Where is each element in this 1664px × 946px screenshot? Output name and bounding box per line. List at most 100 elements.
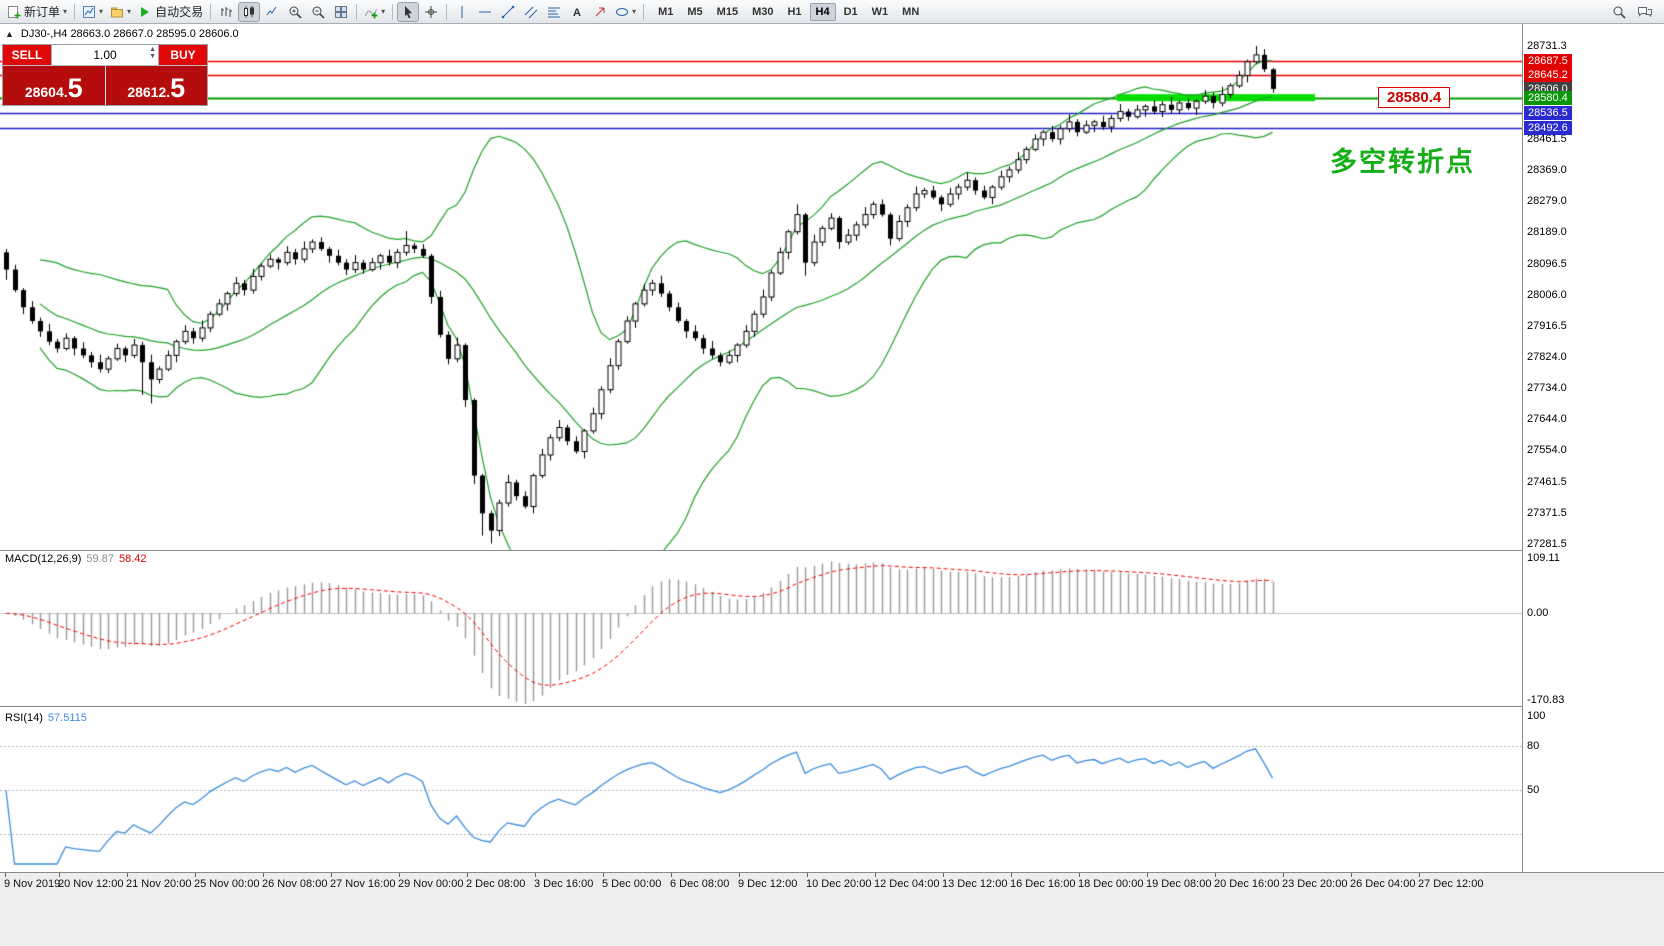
volume-stepper[interactable]: ▲ ▼ (149, 46, 156, 60)
timeframe-m15-button[interactable]: M15 (716, 5, 739, 18)
time-axis-tick (671, 873, 672, 877)
price-chart-canvas[interactable] (0, 24, 1522, 872)
time-axis-tick (399, 873, 400, 877)
turning-point-note: 多空转折点 (1330, 147, 1475, 177)
shapes-button[interactable]: ▾ (612, 2, 639, 22)
timeframe-m1-button[interactable]: M1 (658, 5, 674, 18)
timeframe-h1-button[interactable]: H1 (787, 5, 802, 18)
timeframe-toolbar: M1 M5 M15 M30 H1 H4 D1 W1 MN (652, 2, 925, 21)
time-axis-tick (739, 873, 740, 877)
time-axis-label: 26 Nov 08:00 (262, 878, 328, 890)
trendline-tool-button[interactable] (497, 2, 519, 22)
price-axis-label: 27644.0 (1527, 413, 1567, 426)
timeframe-h4-button[interactable]: H4 (809, 2, 836, 21)
price-axis-label: 28189.0 (1527, 226, 1567, 239)
zoom-out-button[interactable] (307, 2, 329, 22)
line-chart-button[interactable] (261, 2, 283, 22)
indicators-button[interactable]: ▾ (361, 2, 388, 22)
macd-indicator-label: MACD(12,26,9) 59.87 58.42 (5, 553, 146, 565)
timeframe-m5-button[interactable]: M5 (687, 5, 703, 18)
text-tool-button[interactable]: A (566, 2, 588, 22)
price-level-tag: 28492.6 (1524, 120, 1572, 135)
price-axis-label: 27461.5 (1527, 475, 1567, 488)
price-level-tag: 28687.5 (1524, 53, 1572, 68)
time-axis[interactable]: 9 Nov 2019 20 Nov 12:00 21 Nov 20:00 25 Nov… (0, 872, 1664, 946)
horizontal-line-tool-button[interactable] (474, 2, 496, 22)
toolbar-separator (210, 3, 212, 20)
crosshair-icon (424, 5, 438, 19)
price-level-tag: 28645.2 (1524, 68, 1572, 83)
sell-price-big: 5 (67, 73, 83, 103)
buy-button[interactable]: BUY (159, 45, 207, 65)
price-axis-label: 27281.5 (1527, 537, 1567, 550)
arrow-object-icon (593, 5, 607, 19)
new-order-label: 新订单 (24, 5, 61, 19)
time-axis-tick (1283, 873, 1284, 877)
spin-up-icon[interactable]: ▲ (149, 46, 156, 53)
trade-panel-price-row: 28604. 5 28612. 5 (3, 66, 207, 105)
fibonacci-tool-button[interactable] (543, 2, 565, 22)
time-axis-label: 9 Dec 12:00 (738, 878, 798, 890)
search-button[interactable] (1608, 2, 1630, 22)
price-level-flag[interactable]: 28580.4 (1378, 87, 1451, 108)
crosshair-tool-button[interactable] (420, 2, 442, 22)
rsi-axis-label: 50 (1527, 784, 1540, 796)
timeframe-w1-button[interactable]: W1 (871, 5, 889, 18)
autotrading-label: 自动交易 (155, 5, 204, 19)
price-axis-label: 28731.3 (1527, 39, 1567, 52)
new-chart-button[interactable]: ▾ (79, 2, 106, 22)
shapes-ellipse-icon (615, 5, 629, 19)
macd-axis-label: -170.83 (1527, 694, 1565, 706)
profiles-button[interactable]: ▾ (107, 2, 134, 22)
bar-chart-button[interactable] (215, 2, 237, 22)
toolbar-separator (74, 3, 76, 20)
zoom-in-button[interactable] (284, 2, 306, 22)
time-axis-label: 16 Dec 16:00 (1010, 878, 1076, 890)
chevron-down-icon: ▾ (632, 6, 637, 16)
cursor-icon (401, 5, 415, 19)
time-axis-tick (1079, 873, 1080, 877)
vertical-line-icon (455, 5, 469, 19)
rsi-panel-separator[interactable] (0, 706, 1664, 707)
new-order-button[interactable]: 新订单 ▾ (4, 2, 70, 22)
chevron-down-icon: ▾ (63, 6, 68, 16)
sell-price-button[interactable]: 28604. 5 (3, 66, 105, 105)
time-axis-label: 5 Dec 00:00 (602, 878, 662, 890)
time-axis-label: 9 Nov 2019 (4, 878, 61, 890)
time-axis-tick (1351, 873, 1352, 877)
macd-name: MACD(12,26,9) (5, 553, 82, 565)
time-axis-label: 2 Dec 08:00 (466, 878, 526, 890)
trade-panel-top-row: SELL 1.00 ▲ ▼ BUY (3, 45, 207, 66)
channel-tool-button[interactable] (520, 2, 542, 22)
time-axis-label: 20 Dec 16:00 (1214, 878, 1280, 890)
volume-field[interactable]: 1.00 ▲ ▼ (51, 45, 159, 65)
cursor-tool-button[interactable] (397, 1, 420, 22)
sell-button[interactable]: SELL (3, 45, 51, 65)
timeframe-d1-button[interactable]: D1 (843, 5, 858, 18)
candlestick-chart-button[interactable] (238, 1, 261, 22)
price-axis-label: 28461.5 (1527, 132, 1567, 145)
collapse-panel-arrow-icon[interactable]: ▲ (5, 29, 14, 39)
spin-down-icon[interactable]: ▼ (149, 53, 156, 60)
time-axis-label: 13 Dec 12:00 (942, 878, 1008, 890)
price-axis-label: 28096.5 (1527, 257, 1567, 270)
rsi-axis-label: 80 (1527, 739, 1540, 752)
buy-price-button[interactable]: 28612. 5 (105, 66, 207, 105)
symbol-ohlc-text: DJ30-,H4 28663.0 28667.0 28595.0 28606.0 (20, 28, 239, 40)
macd-panel-separator[interactable] (0, 550, 1664, 551)
time-axis-tick (127, 873, 128, 877)
price-axis[interactable]: 28731.3 28461.5 28369.0 28279.0 28189.0 28096… (1522, 24, 1664, 872)
trendline-icon (501, 5, 515, 19)
vertical-line-tool-button[interactable] (451, 2, 473, 22)
timeframe-m30-button[interactable]: M30 (752, 5, 774, 18)
autotrading-button[interactable]: 自动交易 (135, 2, 206, 22)
arrow-object-button[interactable] (589, 2, 611, 22)
timeframe-mn-button[interactable]: MN (902, 5, 920, 18)
tile-windows-button[interactable] (330, 2, 352, 22)
profiles-folder-icon (110, 5, 124, 19)
chat-button[interactable] (1634, 2, 1656, 22)
time-axis-label: 20 Nov 12:00 (58, 878, 124, 890)
price-axis-label: 27824.0 (1527, 351, 1567, 364)
time-axis-tick (1147, 873, 1148, 877)
price-axis-label: 28369.0 (1527, 164, 1567, 177)
